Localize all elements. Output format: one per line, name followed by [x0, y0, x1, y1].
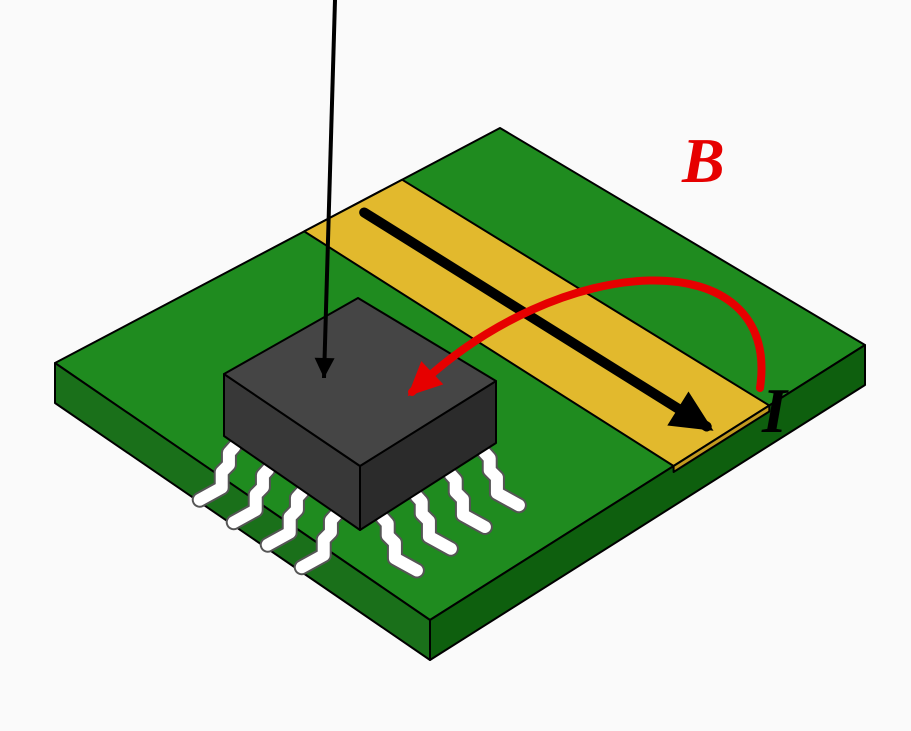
- label-B: B: [681, 125, 725, 196]
- label-I: I: [761, 375, 789, 446]
